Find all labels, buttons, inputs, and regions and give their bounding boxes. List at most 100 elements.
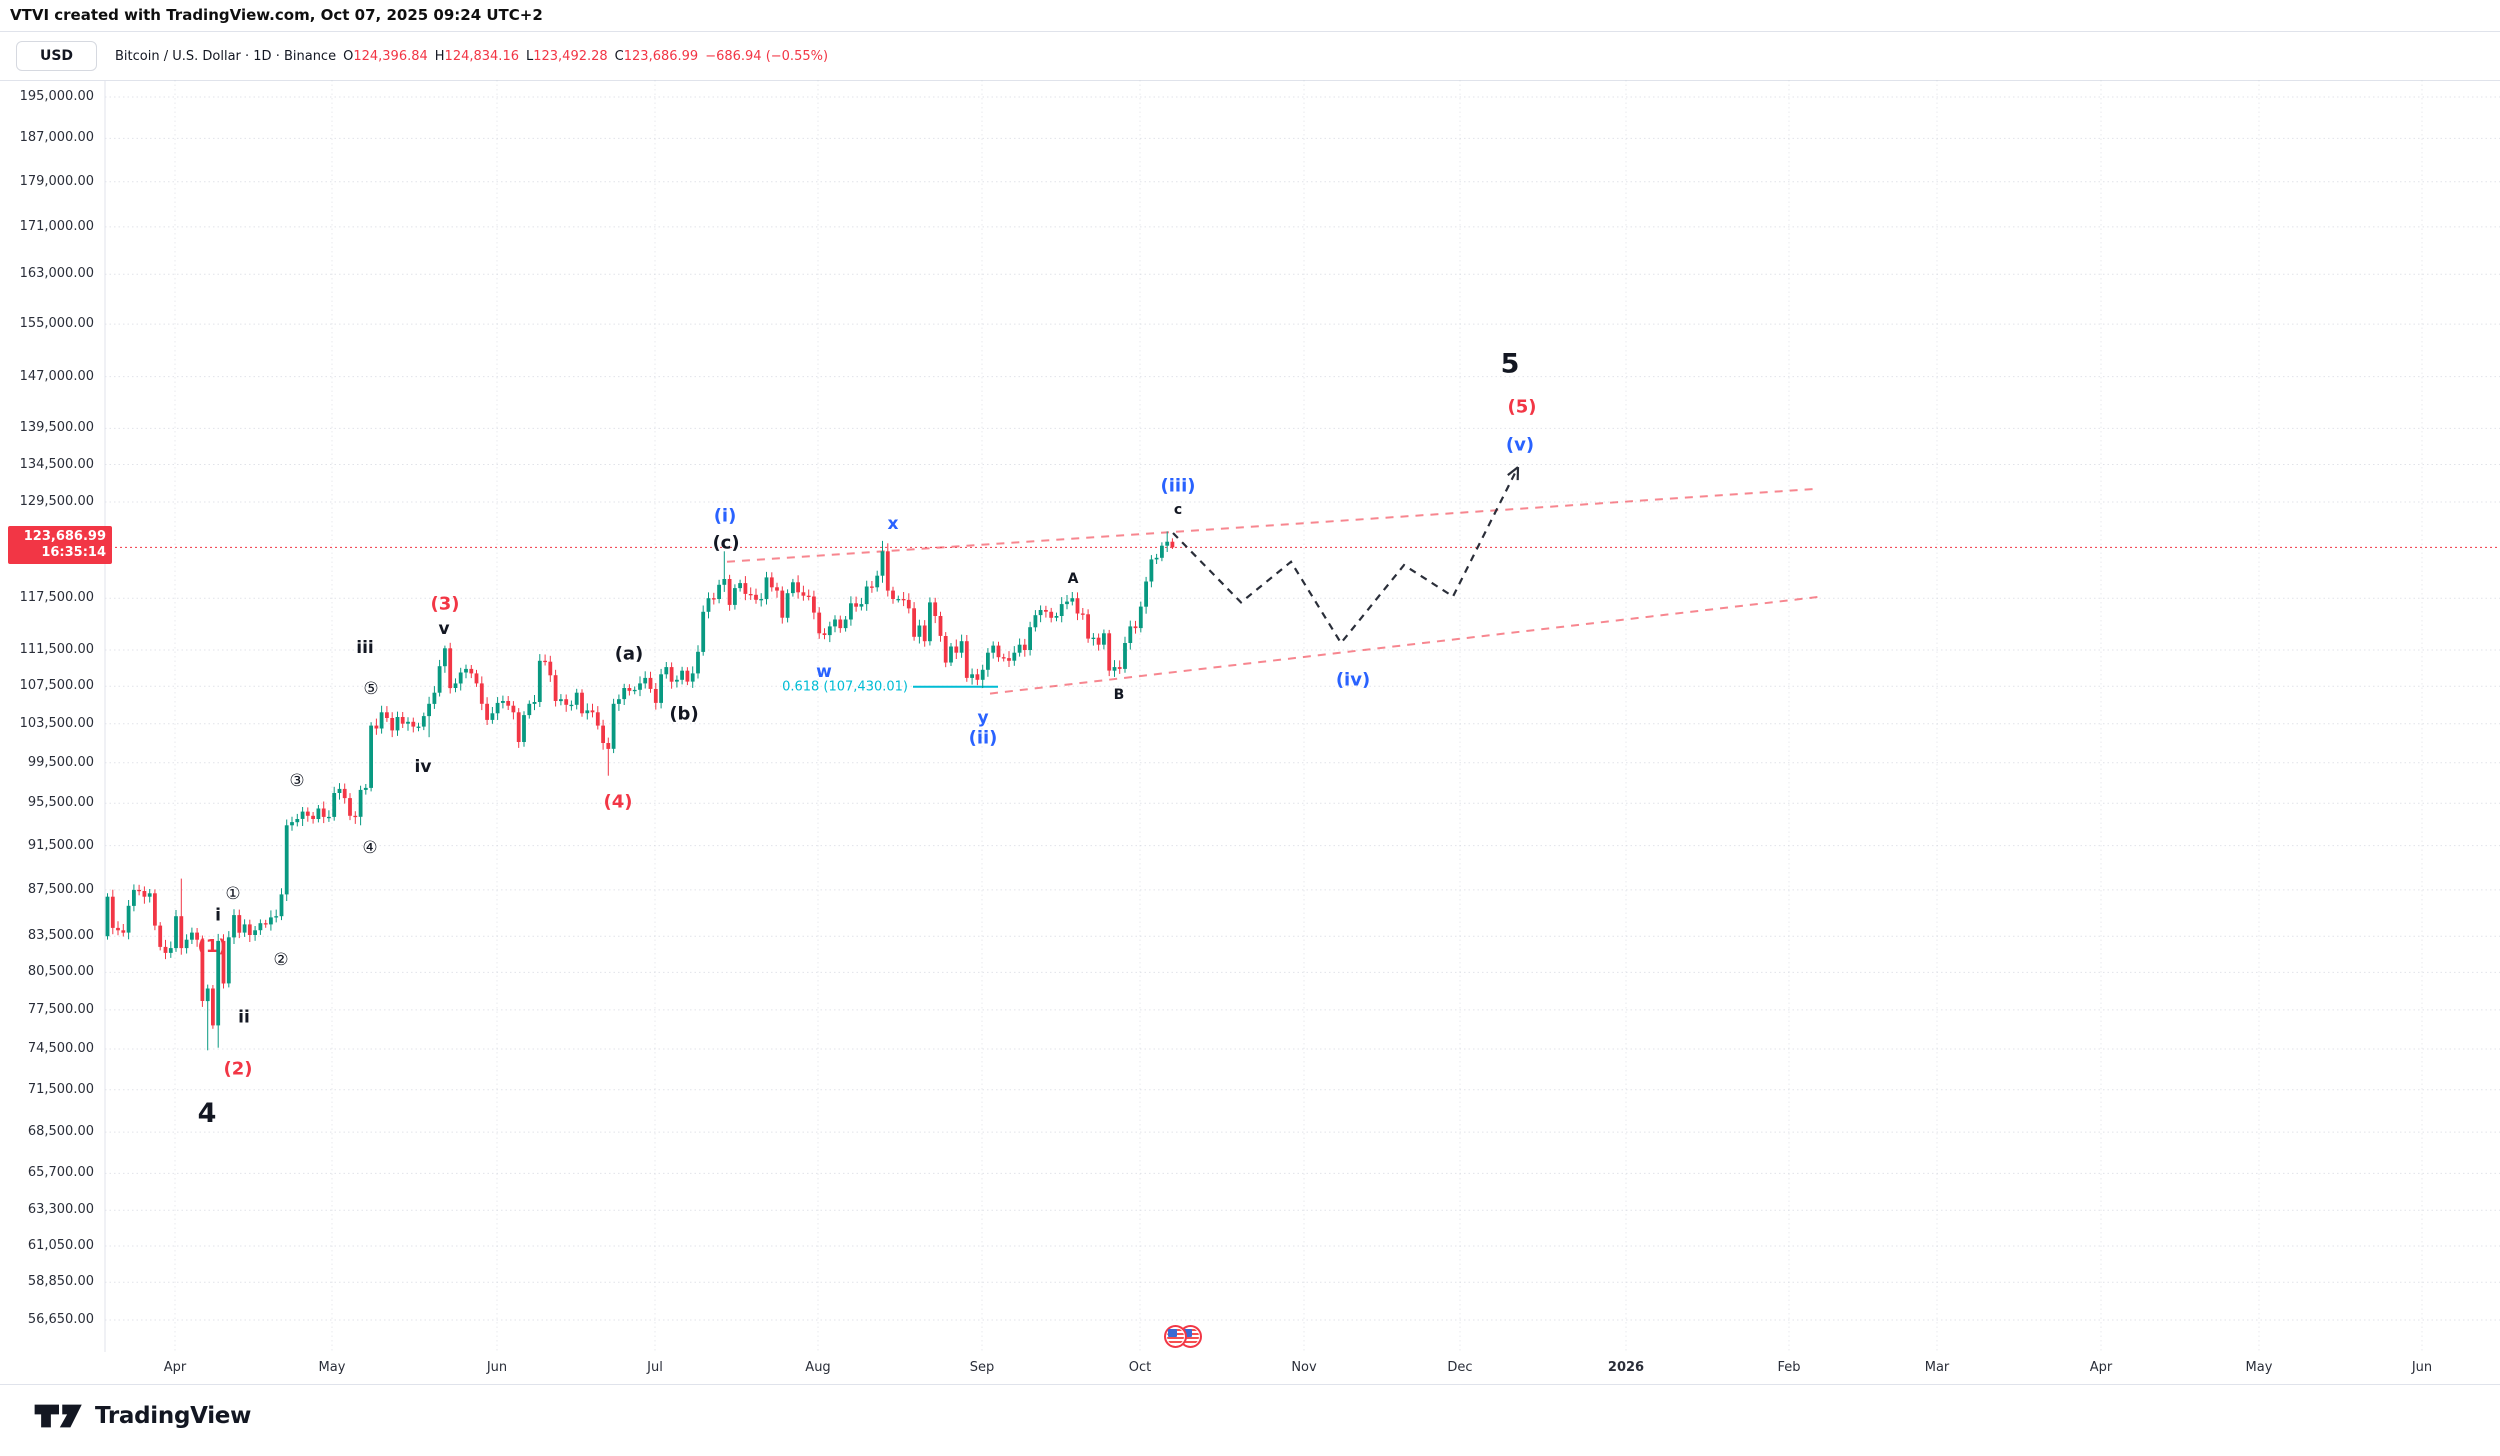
- candle: [917, 619, 922, 644]
- candle: [247, 919, 252, 942]
- candle: [1102, 629, 1106, 650]
- projection-zigzag[interactable]: [1172, 466, 1519, 645]
- wave-label-(b)[interactable]: (b): [669, 703, 698, 724]
- time-axis[interactable]: Apr May Jun Jul Aug Sep Oct Nov Dec 2026 Feb Mar Apr…: [0, 1352, 2500, 1384]
- wave-label-4[interactable]: 4: [198, 1098, 217, 1129]
- candle: [305, 807, 310, 822]
- wave-label-A[interactable]: A: [1068, 571, 1079, 587]
- wave-label-(iv)[interactable]: (iv): [1336, 669, 1370, 690]
- wave-label-(4)[interactable]: (4): [604, 791, 633, 812]
- wave-label-iv[interactable]: iv: [415, 757, 432, 777]
- tradingview-logo[interactable]: TradingView: [33, 1399, 251, 1433]
- candle: [1107, 629, 1112, 677]
- candle: [406, 717, 410, 731]
- candle: [258, 919, 263, 935]
- fib-retracement-label[interactable]: 0.618 (107,430.01): [782, 679, 908, 695]
- wave-label-①[interactable]: ①: [225, 884, 240, 904]
- candle: [1017, 638, 1022, 657]
- candle: [849, 596, 853, 626]
- wave-label-v[interactable]: v: [438, 619, 449, 639]
- price-tick: 179,000.00: [19, 173, 94, 189]
- price-tick: 99,500.00: [27, 754, 94, 770]
- wave-label-i[interactable]: i: [215, 905, 221, 925]
- candle: [949, 643, 953, 666]
- wave-label-(2)[interactable]: (2): [224, 1059, 253, 1080]
- time-tick-Dec: Dec: [1447, 1360, 1473, 1375]
- price-axis[interactable]: 195,000.00 187,000.00 179,000.00 171,000.00…: [0, 80, 105, 1352]
- wave-label-(a)[interactable]: (a): [615, 643, 644, 664]
- currency-button[interactable]: USD: [16, 41, 97, 71]
- candle: [385, 706, 389, 722]
- price-tick: 74,500.00: [27, 1041, 94, 1056]
- price-tick: 171,000.00: [19, 218, 94, 234]
- wave-label-(c)[interactable]: (c): [712, 532, 739, 553]
- candle: [595, 706, 600, 730]
- symbol-legend[interactable]: Bitcoin / U.S. Dollar · 1D · Binance O12…: [115, 49, 828, 64]
- wave-label-(i)[interactable]: (i): [714, 505, 737, 526]
- time-tick-Jun: Jun: [486, 1360, 508, 1375]
- wave-label-ii[interactable]: ii: [238, 1007, 250, 1027]
- candle: [400, 712, 405, 728]
- wave-label-c[interactable]: c: [1174, 502, 1182, 518]
- wave-label-B[interactable]: B: [1114, 687, 1125, 703]
- symbol-title[interactable]: Bitcoin / U.S. Dollar · 1D · Binance: [115, 48, 337, 64]
- wave-label-(ii)[interactable]: (ii): [969, 727, 998, 748]
- us-flag-event-icon[interactable]: [1164, 1325, 1187, 1348]
- price-tick: 107,500.00: [19, 678, 94, 694]
- price-tick: 111,500.00: [19, 642, 94, 657]
- candle: [632, 686, 637, 695]
- candle: [284, 819, 289, 901]
- wave-label-x[interactable]: x: [888, 514, 899, 534]
- wave-label-②[interactable]: ②: [273, 950, 288, 970]
- chart-toolbar: USD Bitcoin / U.S. Dollar · 1D · Binance…: [0, 32, 2500, 80]
- wave-label-w[interactable]: w: [816, 662, 832, 682]
- candle: [864, 580, 869, 611]
- price-tick: 77,500.00: [27, 1001, 94, 1017]
- trendline-lower[interactable]: [989, 595, 1823, 695]
- high-label: H: [434, 48, 445, 64]
- candle: [358, 785, 363, 826]
- candle: [564, 694, 569, 712]
- candle: [168, 941, 173, 958]
- candle: [622, 683, 627, 705]
- time-axis-bottom-border: [0, 1384, 2500, 1385]
- wave-label-(3)[interactable]: (3): [431, 593, 460, 614]
- candle: [627, 684, 632, 696]
- wave-label-③[interactable]: ③: [289, 771, 304, 791]
- candle: [216, 933, 221, 1048]
- time-tick-Mar: Mar: [1924, 1360, 1950, 1375]
- wave-label-(iii)[interactable]: (iii): [1161, 475, 1196, 496]
- wave-label-(5)[interactable]: (5): [1508, 396, 1537, 417]
- last-price-badge[interactable]: 123,686.99 16:35:14: [8, 526, 112, 565]
- candle: [748, 587, 753, 600]
- price-tick: 56,650.00: [27, 1312, 94, 1327]
- wave-label-⑤[interactable]: ⑤: [363, 679, 378, 699]
- candle: [269, 910, 273, 931]
- candle: [242, 919, 247, 937]
- time-tick-Jul: Jul: [647, 1360, 663, 1375]
- candle: [912, 602, 916, 641]
- wave-label-y[interactable]: y: [977, 708, 988, 728]
- price-tick: 63,300.00: [27, 1202, 94, 1218]
- projection-arrowhead: [1507, 466, 1520, 481]
- wave-label-(v)[interactable]: (v): [1506, 434, 1534, 455]
- candle: [501, 695, 505, 709]
- candle: [200, 935, 205, 1007]
- time-tick-May: May: [318, 1360, 346, 1375]
- candle: [906, 593, 911, 614]
- candle: [1065, 595, 1069, 610]
- horizontal-gridlines: [105, 96, 2500, 1321]
- candle: [232, 909, 236, 944]
- wave-label-iii[interactable]: iii: [356, 638, 373, 658]
- candle: [485, 697, 489, 725]
- wave-label-5[interactable]: 5: [1501, 349, 1520, 380]
- candle: [996, 641, 1001, 662]
- candle: [253, 926, 257, 941]
- candle: [184, 934, 189, 954]
- wave-label-④[interactable]: ④: [362, 838, 377, 858]
- candle: [785, 589, 790, 623]
- price-tick: 61,050.00: [27, 1238, 94, 1253]
- candle: [943, 632, 948, 668]
- trendline-upper[interactable]: [726, 488, 1814, 563]
